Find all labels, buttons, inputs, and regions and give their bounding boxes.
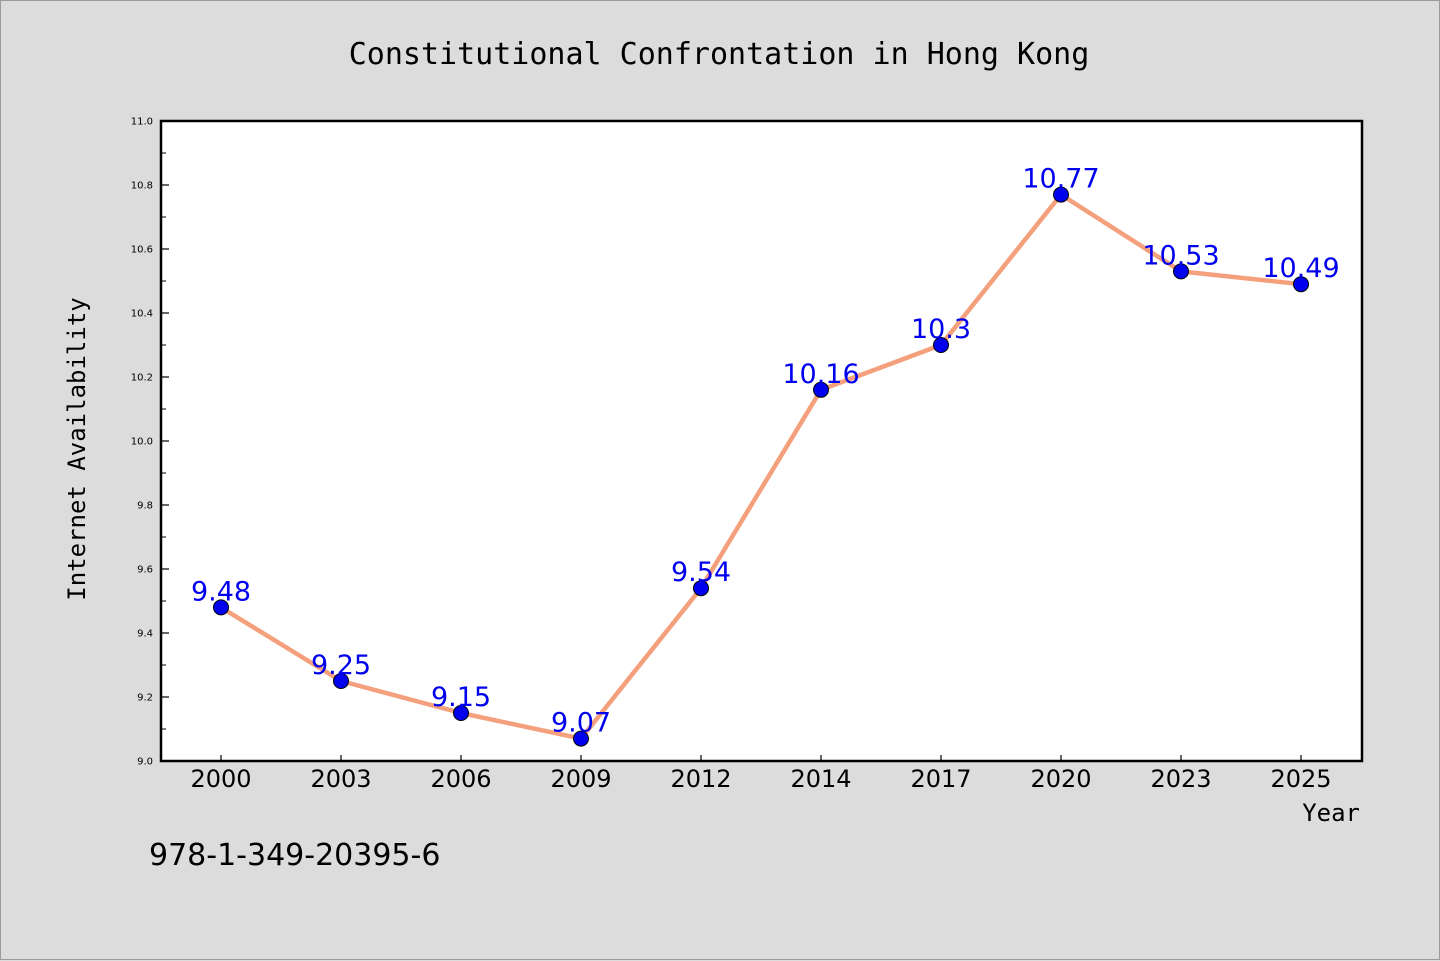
isbn-footnote: 978-1-349-20395-6 xyxy=(149,838,440,873)
x-tick-label: 2020 xyxy=(1030,765,1091,793)
chart-title: Constitutional Confrontation in Hong Kon… xyxy=(349,37,1090,72)
data-label: 10.3 xyxy=(911,314,971,345)
y-tick-label: 9.0 xyxy=(137,757,153,768)
data-label: 9.25 xyxy=(311,650,371,681)
y-tick-label: 9.2 xyxy=(137,693,153,704)
x-axis-label: Year xyxy=(1302,799,1360,827)
data-label: 9.15 xyxy=(431,682,491,713)
data-point xyxy=(573,730,589,747)
plot-area xyxy=(159,119,1364,763)
data-label: 9.48 xyxy=(191,576,251,607)
x-tick-label: 2025 xyxy=(1270,765,1331,793)
x-tick-label: 2009 xyxy=(550,765,611,793)
data-point xyxy=(813,381,829,398)
data-label: 10.53 xyxy=(1142,240,1219,271)
y-tick-label: 9.6 xyxy=(137,565,153,576)
y-axis: 9.0 9.2 9.4 9.6 9.8 10.0 10.2 10.4 10.6 10.8 11.0 xyxy=(131,117,169,768)
x-tick-label: 2000 xyxy=(190,765,251,793)
data-point xyxy=(933,337,949,353)
y-tick-label: 10.0 xyxy=(131,437,153,448)
x-tick-label: 2023 xyxy=(1150,765,1211,793)
data-label: 10.49 xyxy=(1262,253,1339,284)
y-tick-label: 11.0 xyxy=(131,117,153,128)
data-point xyxy=(693,580,709,597)
y-tick-label: 10.2 xyxy=(131,373,153,384)
x-tick-label: 2012 xyxy=(670,765,731,793)
y-tick-label: 10.8 xyxy=(131,181,153,192)
data-label: 10.77 xyxy=(1022,164,1099,195)
y-tick-label: 10.6 xyxy=(131,245,153,256)
y-axis-label: Internet Availability xyxy=(63,297,91,600)
data-point xyxy=(1173,263,1189,280)
x-tick-label: 2017 xyxy=(910,765,971,793)
series-markers xyxy=(213,186,1309,747)
y-tick-label: 9.4 xyxy=(137,629,153,640)
data-point xyxy=(213,599,229,616)
x-tick-label: 2014 xyxy=(790,765,851,793)
series-line xyxy=(218,192,1304,741)
data-label: 9.54 xyxy=(671,557,731,588)
data-labels: 9.48 9.25 9.15 9.07 9.54 10.16 10.3 10.77 10.53 1… xyxy=(191,164,1340,739)
y-tick-label: 9.8 xyxy=(137,501,153,512)
x-tick-label: 2003 xyxy=(310,765,371,793)
data-point xyxy=(1053,186,1069,203)
data-point xyxy=(453,705,469,721)
data-point xyxy=(1293,276,1309,293)
y-tick-label: 10.4 xyxy=(131,309,153,320)
x-axis: 2000 2003 2006 2009 2012 2014 2017 2020 2023 2025 xyxy=(190,755,1332,793)
data-label: 10.16 xyxy=(782,359,859,390)
data-label: 9.07 xyxy=(551,708,611,739)
data-point xyxy=(333,673,349,689)
x-tick-label: 2006 xyxy=(430,765,491,793)
